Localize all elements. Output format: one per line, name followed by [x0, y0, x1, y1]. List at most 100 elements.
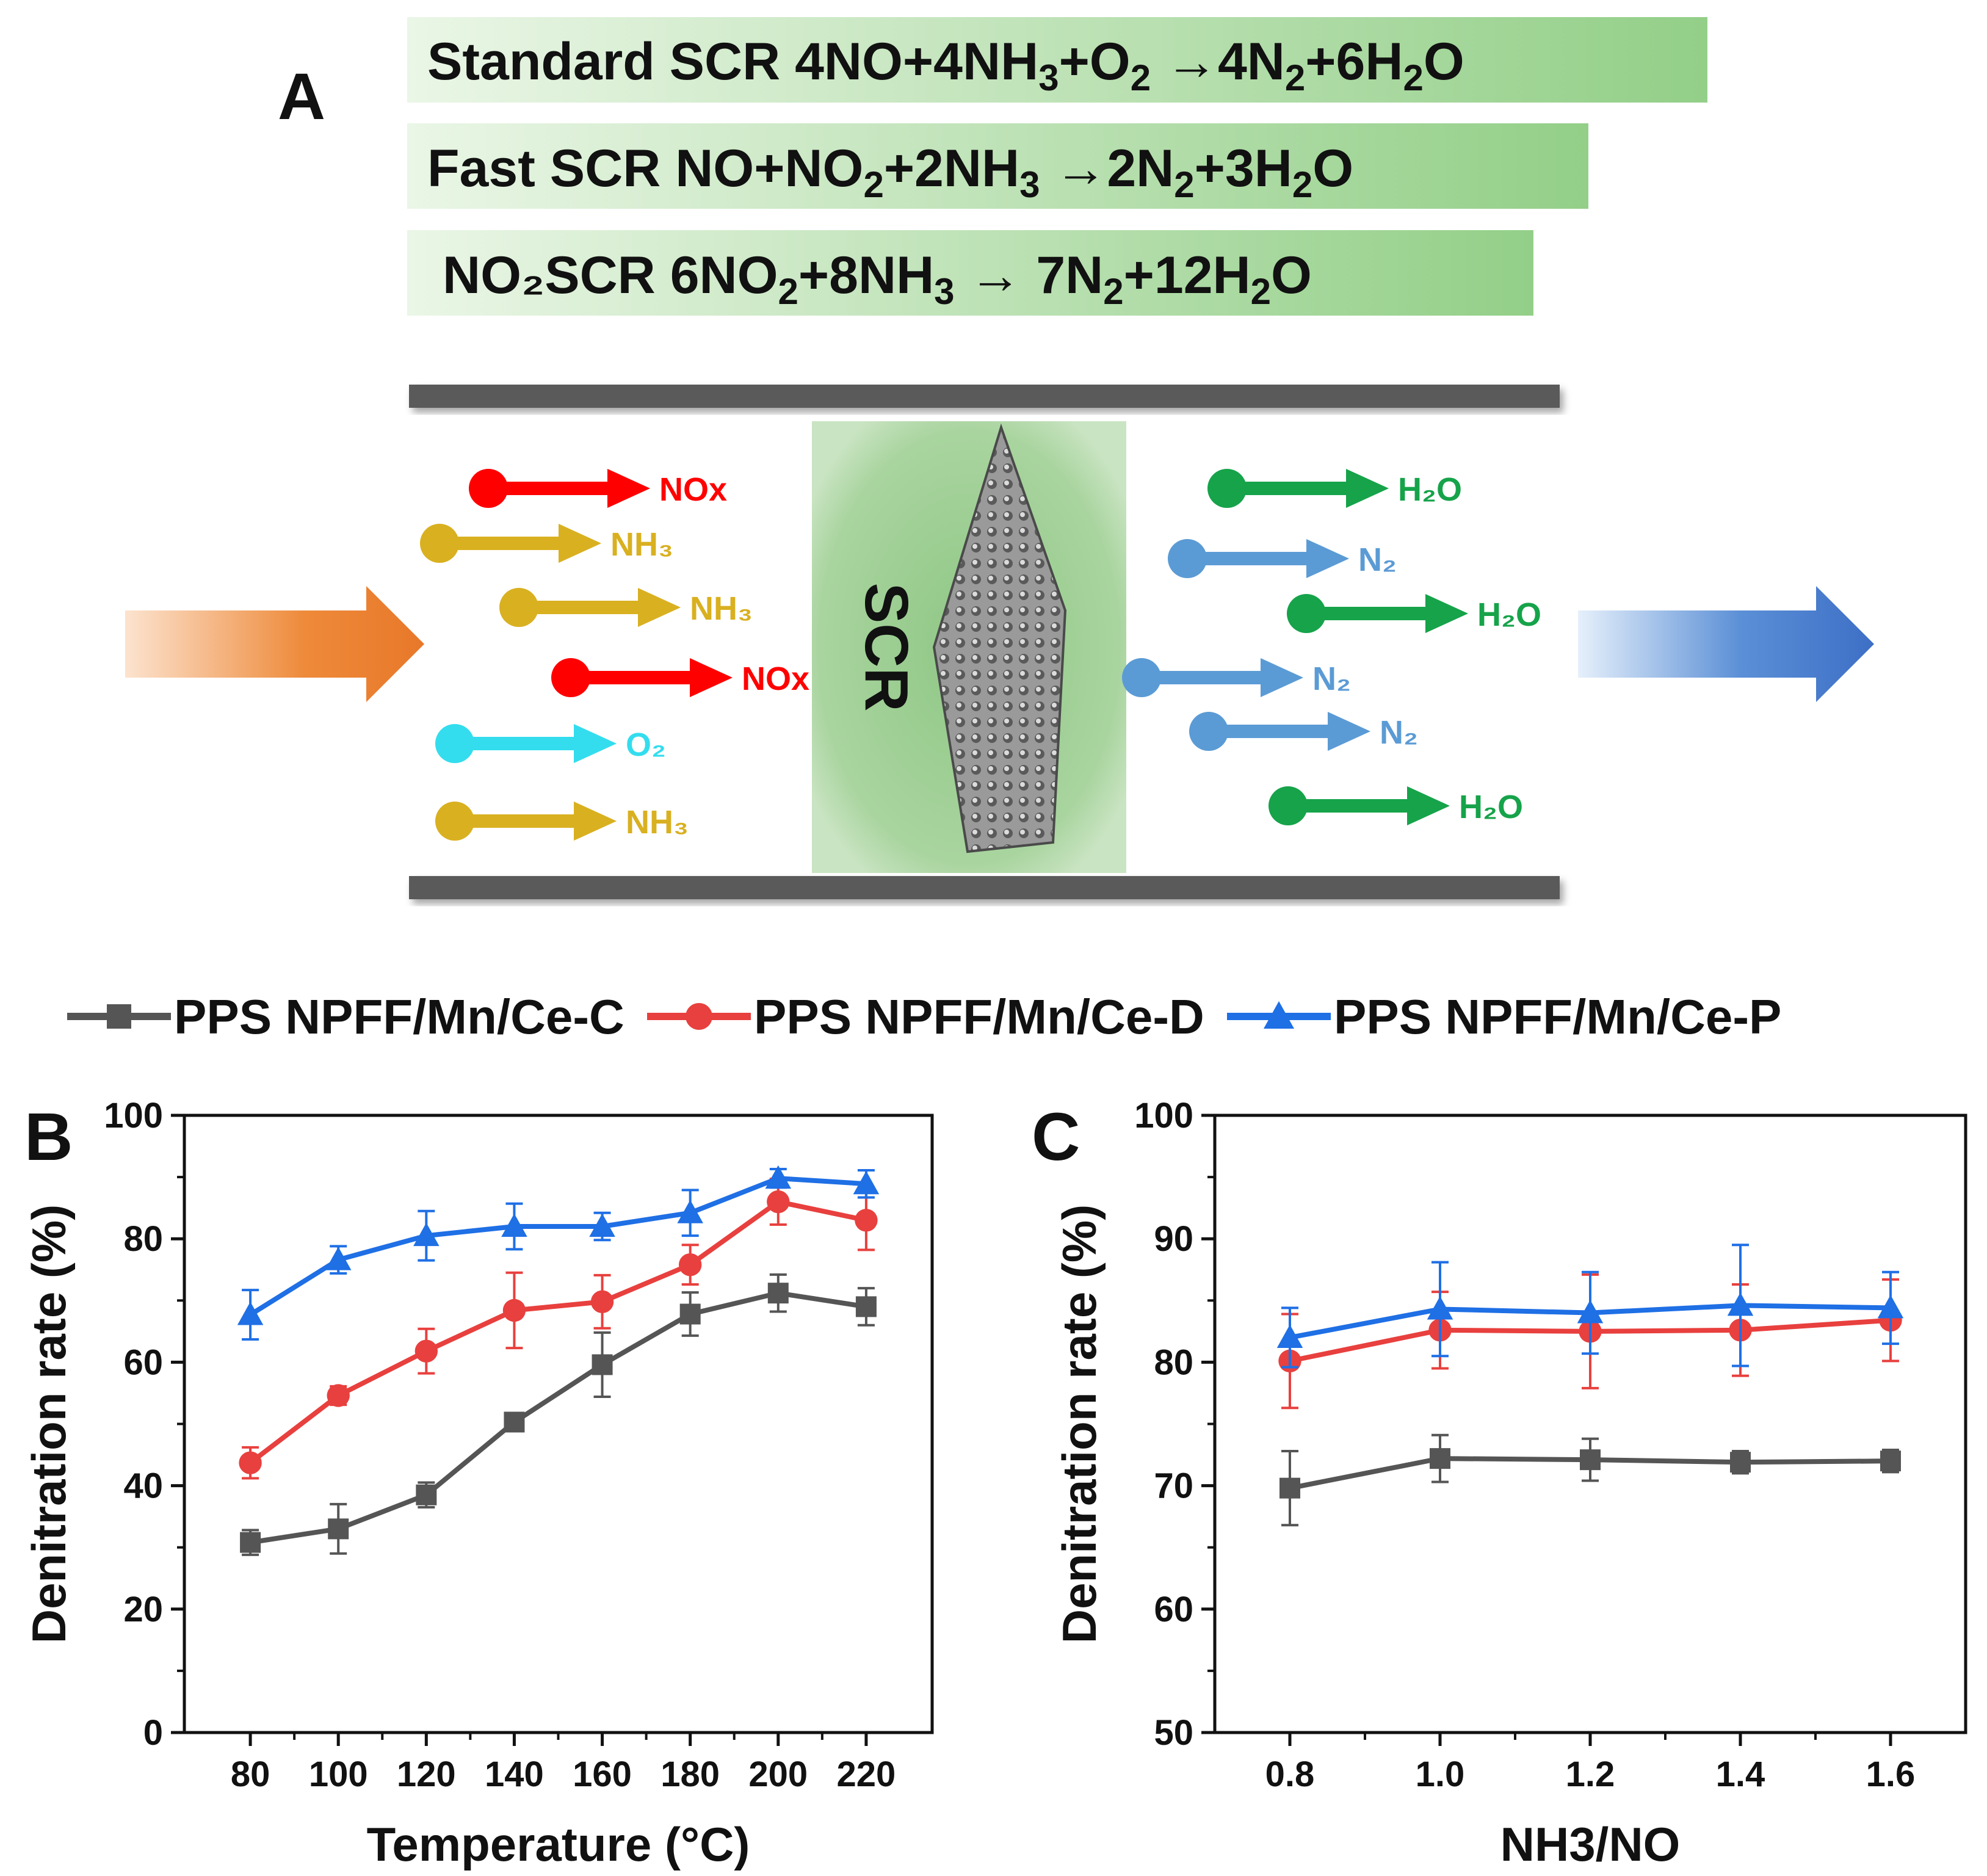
- y-tick-label: 70: [1154, 1466, 1193, 1506]
- data-point: [504, 1411, 525, 1433]
- y-tick-label: 50: [1154, 1713, 1193, 1753]
- molecule-label: NH₃: [610, 526, 673, 563]
- molecule-inlet: NH₃: [499, 588, 753, 627]
- molecule-shaft: [571, 671, 693, 684]
- y-tick-label: 40: [123, 1466, 163, 1506]
- series: [239, 1178, 878, 1480]
- equation-segment: →4N: [1151, 32, 1285, 91]
- data-point: [240, 1532, 261, 1553]
- molecule-label: N₂: [1358, 541, 1397, 578]
- series-line: [250, 1291, 867, 1545]
- catalyst-mesh: [932, 423, 1067, 853]
- outlet-flow-arrow: [1578, 586, 1874, 702]
- data-point: [1877, 1295, 1904, 1319]
- data-point: [590, 1290, 614, 1314]
- molecule-label: NOx: [742, 661, 809, 697]
- x-tick-label: 1.4: [1716, 1755, 1765, 1794]
- reactor-top-wall: [409, 385, 1560, 408]
- equation-segment: → 7N: [955, 246, 1104, 305]
- y-tick-label: 60: [123, 1342, 163, 1382]
- data-point: [679, 1303, 701, 1325]
- molecule-label: H₂O: [1477, 596, 1541, 633]
- reactor-bottom-wall: [409, 876, 1560, 899]
- equation-segment: +6H: [1305, 32, 1403, 91]
- data-point: [589, 1213, 615, 1237]
- series: [1276, 1244, 1904, 1369]
- panel-c-letter: C: [1032, 1099, 1080, 1175]
- legend-entry: PPS NPFF/Mn/Ce-P: [1227, 990, 1781, 1044]
- panel-a-schematic: A Standard SCR 4NO+4NH3+O2 →4N2+6H2O Fas…: [125, 17, 1874, 899]
- legend-marker: [1264, 1001, 1294, 1029]
- equation-box-no2: [407, 230, 1533, 316]
- molecule-label: H₂O: [1459, 789, 1523, 825]
- equation-segment: 2: [1131, 57, 1151, 98]
- equation-label: NO₂SCR: [443, 246, 670, 305]
- x-tick-label: 180: [661, 1755, 720, 1794]
- molecule-inlet: NH₃: [420, 524, 673, 563]
- molecule-arrowhead: [1328, 712, 1370, 751]
- legend-marker: [107, 1004, 131, 1029]
- x-tick-label: 80: [231, 1755, 270, 1794]
- data-point: [239, 1451, 262, 1474]
- data-point: [414, 1339, 438, 1363]
- series: [240, 1273, 877, 1556]
- molecule-label: N₂: [1380, 714, 1418, 751]
- scr-label: SCR: [852, 582, 921, 711]
- equation-segment: 3: [1019, 164, 1040, 205]
- data-point: [237, 1302, 264, 1325]
- y-tick-label: 80: [1154, 1342, 1193, 1382]
- data-point: [413, 1222, 440, 1247]
- legend-label: PPS NPFF/Mn/Ce-D: [754, 990, 1204, 1044]
- equation-box-standard: [407, 17, 1707, 103]
- y-tick-label: 100: [1134, 1096, 1193, 1135]
- panel-b-letter: B: [24, 1099, 73, 1175]
- x-axis-label: Temperature (°C): [367, 1817, 750, 1871]
- equation-segment: →2N: [1040, 139, 1174, 198]
- molecule-label: O₂: [626, 726, 666, 763]
- molecule-inlet: NOx: [469, 469, 727, 508]
- data-point: [1430, 1448, 1450, 1469]
- molecule-outlet: H₂O: [1269, 786, 1523, 825]
- equation-segment: +12H: [1124, 246, 1251, 305]
- molecule-inlet: O₂: [435, 724, 666, 763]
- molecule-outlet: N₂: [1168, 539, 1397, 578]
- data-point: [502, 1298, 526, 1322]
- molecule-arrowhead: [1425, 594, 1468, 633]
- legend: PPS NPFF/Mn/Ce-C PPS NPFF/Mn/Ce-D PPS NPFF…: [67, 990, 1781, 1044]
- molecule-shaft: [519, 601, 641, 614]
- molecule-arrowhead: [638, 588, 681, 627]
- data-point: [501, 1213, 527, 1237]
- molecule-arrowhead: [574, 802, 617, 841]
- legend-entry: PPS NPFF/Mn/Ce-C: [67, 990, 624, 1044]
- x-tick-label: 1.6: [1866, 1755, 1916, 1794]
- data-point: [855, 1209, 878, 1232]
- series: [1279, 1433, 1901, 1527]
- molecule-arrowhead: [1306, 539, 1349, 578]
- equation-segment: 2: [778, 271, 798, 312]
- legend-marker: [686, 1003, 712, 1030]
- x-tick-label: 220: [837, 1755, 896, 1794]
- data-point: [325, 1247, 352, 1270]
- inlet-flow-arrow: [125, 586, 424, 702]
- equation-segment: +8NH: [798, 246, 934, 305]
- equation-segment: 6NO: [670, 246, 778, 305]
- data-point: [1276, 1324, 1303, 1348]
- equation-segment: O: [1424, 32, 1464, 91]
- chart-b-temperature: B 0 20 40 60 80 100 80 100 120 140 160 180 200 220 Tem…: [22, 1096, 934, 1871]
- equation-segment: +3H: [1195, 139, 1292, 198]
- molecule-shaft: [455, 814, 577, 828]
- x-axis-label: NH3/NO: [1500, 1817, 1681, 1871]
- equation-label: Fast SCR: [427, 139, 675, 198]
- equation-segment: 3: [1038, 57, 1059, 98]
- x-tick-label: 140: [485, 1755, 544, 1794]
- legend-entry: PPS NPFF/Mn/Ce-D: [647, 990, 1204, 1044]
- y-tick-label: 90: [1154, 1219, 1193, 1259]
- y-tick-label: 60: [1154, 1590, 1193, 1629]
- molecule-outlet: N₂: [1122, 658, 1351, 697]
- molecule-shaft: [1288, 799, 1410, 813]
- x-tick-label: 120: [397, 1755, 456, 1794]
- molecule-shaft: [1306, 607, 1428, 620]
- y-tick-label: 80: [123, 1219, 163, 1259]
